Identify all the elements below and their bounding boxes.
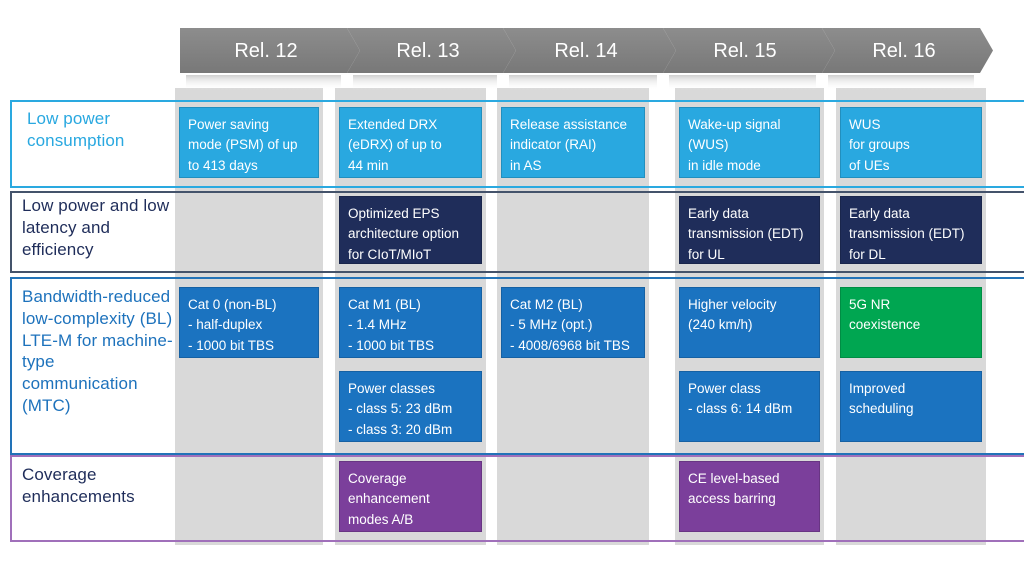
row-band-low-power-low-latency: [10, 191, 1024, 273]
release-arrow-rel-14: [503, 28, 676, 73]
category-label-lte-m-mtc: Bandwidth-reduced low-complexity (BL) LT…: [22, 287, 173, 415]
release-label-rel-15: Rel. 15: [713, 40, 776, 62]
feature-cell-wus: Wake-up signal (WUS) in idle mode: [679, 107, 820, 178]
feature-cell-cat-m2: Cat M2 (BL) - 5 MHz (opt.) - 4008/6968 b…: [501, 287, 645, 358]
arrow-reflection: [509, 75, 657, 90]
feature-cell-5g-nr-coexistence: 5G NR coexistence: [840, 287, 982, 358]
category-label-low-power-consumption: Low power consumption: [27, 109, 125, 150]
feature-cell-eps-architecture: Optimized EPS architecture option for CI…: [339, 196, 482, 264]
feature-cell-ce-access-barring: CE level-based access barring: [679, 461, 820, 532]
row-band-low-power-consumption: [10, 100, 1024, 188]
row-band-coverage-enhancements: [10, 455, 1024, 542]
release-label-rel-16: Rel. 16: [872, 40, 935, 62]
category-label-low-power-low-latency: Low power and low latency and efficiency: [22, 196, 170, 259]
feature-cell-wus-groups: WUS for groups of UEs: [840, 107, 982, 178]
feature-cell-edrx: Extended DRX (eDRX) of up to 44 min: [339, 107, 482, 178]
feature-cell-psm: Power saving mode (PSM) of up to 413 day…: [179, 107, 319, 178]
feature-cell-improved-scheduling: Improved scheduling: [840, 371, 982, 442]
arrow-reflection: [669, 75, 816, 90]
feature-cell-rai: Release assistance indicator (RAI) in AS: [501, 107, 645, 178]
release-label-rel-12: Rel. 12: [234, 40, 297, 62]
feature-cell-ce-modes: Coverage enhancement modes A/B: [339, 461, 482, 532]
arrow-reflection: [828, 75, 974, 90]
feature-cell-edt-dl: Early data transmission (EDT) for DL: [840, 196, 982, 264]
release-arrow-rel-12: [180, 28, 360, 73]
feature-cell-cat0: Cat 0 (non-BL) - half-duplex - 1000 bit …: [179, 287, 319, 358]
release-label-rel-13: Rel. 13: [396, 40, 459, 62]
release-arrow-rel-13: [347, 28, 516, 73]
feature-cell-cat-m1: Cat M1 (BL) - 1.4 MHz - 1000 bit TBS: [339, 287, 482, 358]
arrow-reflection: [353, 75, 497, 90]
arrow-reflection: [186, 75, 341, 90]
release-label-rel-14: Rel. 14: [554, 40, 617, 62]
row-band-lte-m-mtc: [10, 277, 1024, 455]
release-arrow-rel-16: [822, 28, 993, 73]
feature-cell-power-classes: Power classes - class 5: 23 dBm - class …: [339, 371, 482, 442]
feature-cell-higher-velocity: Higher velocity (240 km/h): [679, 287, 820, 358]
release-arrow-rel-15: [663, 28, 835, 73]
category-label-coverage-enhancements: Coverage enhancements: [22, 465, 135, 506]
feature-cell-power-class-6: Power class - class 6: 14 dBm: [679, 371, 820, 442]
release-timeline: Rel. 12 Rel. 13 Rel. 14 Rel. 15 Rel. 16: [180, 28, 993, 90]
feature-cell-edt-ul: Early data transmission (EDT) for UL: [679, 196, 820, 264]
